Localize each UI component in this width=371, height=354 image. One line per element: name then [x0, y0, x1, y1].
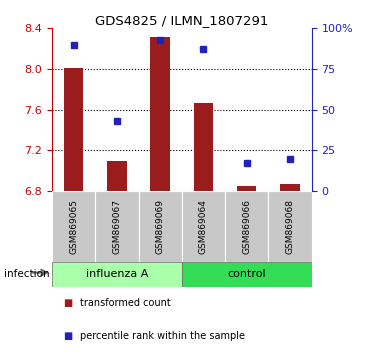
Bar	[237, 185, 256, 191]
Text: GSM869064: GSM869064	[199, 199, 208, 254]
Text: ■: ■	[63, 331, 72, 341]
Text: percentile rank within the sample: percentile rank within the sample	[80, 331, 245, 341]
Text: GSM869065: GSM869065	[69, 199, 78, 254]
Text: influenza A: influenza A	[86, 269, 148, 279]
Bar	[95, 191, 138, 262]
Bar	[107, 161, 127, 191]
Bar	[52, 191, 95, 262]
Bar	[182, 191, 225, 262]
Text: transformed count: transformed count	[80, 298, 171, 308]
Bar	[52, 262, 182, 287]
Bar	[64, 68, 83, 191]
Text: GSM869068: GSM869068	[286, 199, 295, 254]
Bar	[280, 184, 300, 191]
Text: ■: ■	[63, 298, 72, 308]
Text: GSM869066: GSM869066	[242, 199, 251, 254]
Bar	[150, 38, 170, 191]
Bar	[225, 191, 268, 262]
Text: GSM869067: GSM869067	[112, 199, 121, 254]
Text: infection: infection	[4, 269, 49, 279]
Bar	[268, 191, 312, 262]
Bar	[194, 103, 213, 191]
Text: control: control	[227, 269, 266, 279]
Text: GSM869069: GSM869069	[156, 199, 165, 254]
Bar	[182, 262, 312, 287]
Bar	[138, 191, 182, 262]
Title: GDS4825 / ILMN_1807291: GDS4825 / ILMN_1807291	[95, 14, 269, 27]
